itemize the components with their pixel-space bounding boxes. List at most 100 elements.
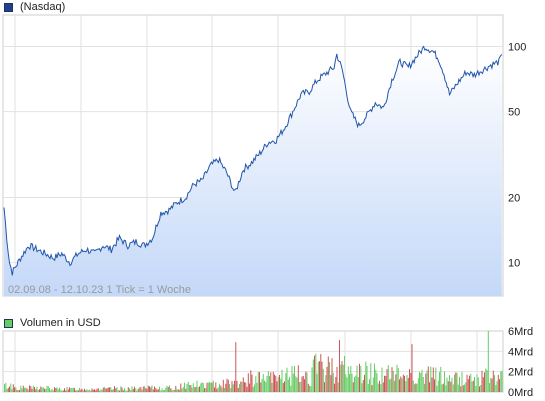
volume-bar: [126, 390, 128, 392]
volume-bar: [64, 388, 65, 392]
volume-bar: [204, 388, 205, 392]
price-legend-swatch: [4, 2, 13, 12]
volume-bar: [497, 374, 499, 392]
volume-bar: [254, 384, 255, 392]
volume-bar: [407, 378, 409, 392]
volume-bar: [224, 388, 225, 392]
volume-bar: [466, 374, 468, 392]
volume-bar: [237, 387, 239, 392]
volume-bar: [346, 377, 348, 392]
volume-bar: [479, 386, 480, 392]
volume-bar: [451, 377, 453, 392]
volume-bar: [370, 363, 372, 392]
volume-bar: [140, 387, 142, 392]
volume-bar: [490, 377, 492, 392]
volume-bar: [305, 371, 307, 392]
volume-bar: [437, 380, 439, 392]
volume-bar: [259, 372, 260, 392]
volume-bar: [482, 377, 484, 392]
volume-bar: [481, 370, 483, 392]
volume-bar: [106, 388, 108, 392]
volume-bar: [279, 375, 280, 392]
volume-bar: [317, 361, 319, 392]
volume-bar: [190, 384, 192, 392]
volume-bar: [374, 363, 375, 392]
volume-bar: [119, 390, 120, 392]
volume-bar: [90, 390, 92, 392]
volume-bar: [220, 385, 222, 392]
volume-bar: [172, 390, 174, 392]
volume-bar: [441, 384, 443, 392]
volume-bar: [199, 386, 200, 392]
volume-bar: [301, 376, 303, 392]
volume-bar: [310, 386, 312, 392]
volume-grid: [2, 330, 504, 393]
volume-bar: [201, 382, 203, 392]
volume-bar: [299, 381, 300, 392]
volume-bar: [72, 387, 74, 392]
volume-bar: [369, 379, 370, 392]
volume-bar: [146, 388, 148, 392]
volume-bar: [27, 389, 29, 392]
volume-bar: [281, 369, 283, 392]
volume-bar: [154, 386, 155, 392]
volume-bar: [484, 372, 485, 392]
volume-bar: [302, 376, 304, 392]
volume-bar: [411, 344, 413, 392]
volume-bar: [162, 390, 164, 392]
volume-bar: [62, 390, 64, 392]
volume-bar: [214, 387, 215, 392]
volume-bar: [250, 370, 252, 392]
volume-bar: [56, 387, 58, 392]
volume-bar: [464, 384, 465, 392]
volume-bar: [345, 374, 347, 392]
volume-bar: [355, 375, 357, 392]
volume-bar: [226, 378, 228, 392]
volume-bar: [200, 383, 202, 392]
volume-bar: [477, 377, 479, 392]
volume-bar: [405, 381, 407, 392]
volume-bar: [49, 388, 50, 392]
volume-bar: [91, 388, 93, 392]
volume-bar: [109, 387, 110, 392]
volume-bar: [486, 370, 488, 392]
volume-bar: [421, 369, 423, 392]
volume-bar: [326, 366, 328, 392]
volume-bar: [306, 372, 308, 392]
volume-bar: [465, 382, 467, 392]
volume-bar: [74, 388, 75, 392]
volume-bar: [151, 385, 153, 392]
volume-bar: [87, 390, 89, 392]
volume-bar: [262, 373, 264, 392]
volume-bar: [289, 376, 290, 392]
volume-bar: [309, 385, 310, 392]
volume-bar: [69, 387, 70, 392]
volume-bar: [142, 386, 144, 392]
volume-bar: [372, 377, 374, 392]
price-x-tick-label: 2023: [465, 299, 489, 300]
volume-bar: [41, 387, 43, 392]
volume-bar: [396, 364, 398, 392]
volume-bar: [344, 356, 345, 392]
volume-bar: [319, 361, 320, 392]
volume-bar: [350, 365, 352, 392]
volume-bar: [30, 386, 32, 392]
volume-bar: [29, 385, 30, 392]
volume-bar: [457, 384, 459, 392]
volume-bar: [206, 382, 208, 392]
volume-bar: [389, 379, 390, 392]
volume-bar: [215, 382, 217, 392]
volume-bar: [381, 367, 383, 392]
volume-bar: [127, 387, 129, 392]
volume-bar: [334, 383, 335, 392]
volume-bar: [130, 389, 132, 392]
volume-bar: [320, 354, 322, 392]
volume-bar: [84, 388, 85, 392]
volume-bar: [32, 385, 34, 392]
volume-bar: [170, 388, 172, 392]
volume-bar: [97, 388, 99, 392]
volume-bar: [357, 377, 359, 392]
volume-bar: [7, 387, 9, 392]
volume-bar: [282, 383, 284, 392]
volume-bar: [377, 383, 379, 392]
